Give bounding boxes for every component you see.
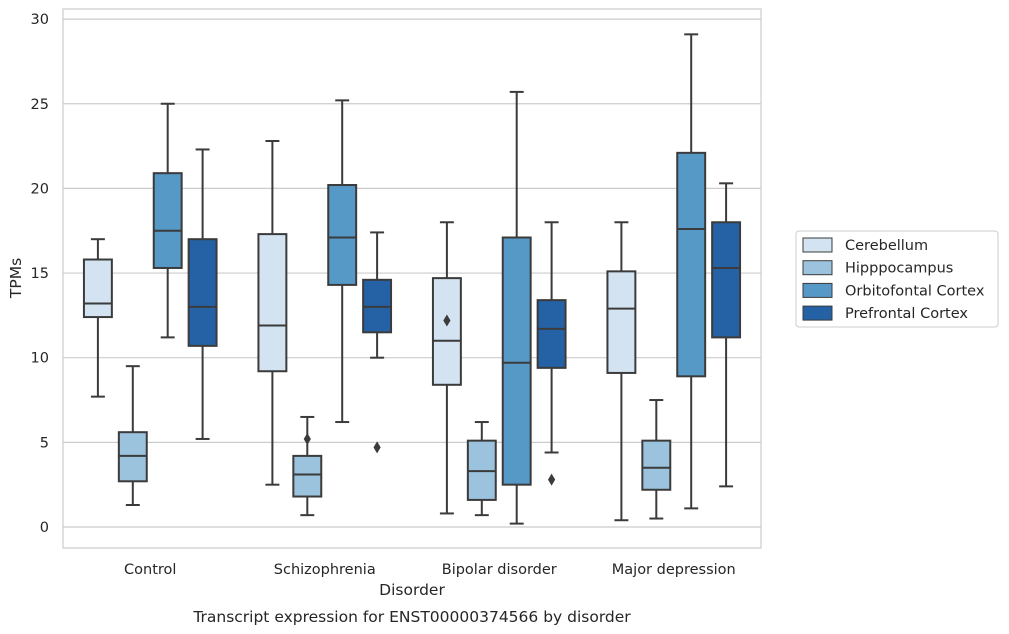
box-iqr	[536, 299, 567, 369]
box-hipppocampus-control	[117, 365, 148, 506]
legend-label: Cerebellum	[845, 238, 928, 254]
box-iqr	[606, 270, 637, 374]
box-iqr	[292, 454, 323, 498]
box-orbitofontal-cortex-control	[152, 102, 183, 339]
y-tick-label: 20	[31, 181, 49, 197]
legend-swatch	[802, 260, 833, 276]
legend-swatch	[802, 237, 833, 253]
legend-label: Prefrontal Cortex	[845, 306, 968, 322]
y-tick-label: 25	[31, 97, 49, 113]
box-series	[82, 33, 742, 525]
box-orbitofontal-cortex-bipolar-disorder	[501, 90, 532, 525]
series-hipppocampus	[117, 365, 672, 520]
legend-label: Hipppocampus	[845, 261, 953, 277]
box-iqr	[501, 236, 532, 486]
box-iqr	[327, 184, 358, 286]
legend-swatch	[802, 305, 833, 321]
legend: Cerebellum Hipppocampus Orbitofontal Corte…	[795, 230, 999, 328]
box-prefrontal-cortex-bipolar-disorder	[536, 221, 567, 486]
box-hipppocampus-bipolar-disorder	[466, 421, 497, 517]
x-tick-labels: Control Schizophrenia Bipolar disorder Majo…	[124, 562, 736, 578]
y-tick-labels: 0 5 10 15 20 25 30	[31, 12, 49, 536]
y-tick-label: 0	[40, 520, 49, 536]
outlier-point	[443, 314, 451, 327]
box-hipppocampus-schizophrenia	[292, 415, 323, 517]
outlier-point	[373, 441, 381, 454]
box-iqr	[676, 151, 707, 378]
y-tick-label: 15	[31, 266, 49, 282]
box-iqr	[711, 221, 742, 339]
box-orbitofontal-cortex-major-depression	[676, 33, 707, 510]
box-iqr	[257, 233, 288, 373]
legend-swatch	[802, 282, 833, 298]
legend-label: Orbitofontal Cortex	[845, 283, 985, 299]
y-axis-title: TPMs	[7, 258, 25, 299]
box-hipppocampus-major-depression	[641, 399, 672, 520]
box-cerebellum-major-depression	[606, 221, 637, 522]
legend-frame	[795, 230, 999, 328]
box-prefrontal-cortex-schizophrenia	[362, 231, 393, 454]
y-tick-label: 10	[31, 351, 49, 367]
box-iqr	[82, 258, 113, 319]
x-tick-label: Major depression	[612, 562, 736, 578]
box-iqr	[152, 172, 183, 269]
legend-item-cerebellum: Cerebellum	[802, 237, 928, 254]
legend-item-hipppocampus: Hipppocampus	[802, 260, 953, 277]
series-cerebellum	[82, 139, 637, 522]
box-iqr	[187, 238, 218, 347]
box-cerebellum-schizophrenia	[257, 139, 288, 486]
x-tick-label: Control	[124, 562, 176, 578]
box-cerebellum-bipolar-disorder	[431, 221, 462, 515]
box-iqr	[641, 439, 672, 491]
x-tick-label: Schizophrenia	[274, 562, 376, 578]
figure-caption: Transcript expression for ENST0000037456…	[192, 608, 631, 626]
box-orbitofontal-cortex-schizophrenia	[327, 99, 358, 424]
outlier-point	[303, 432, 311, 445]
series-prefrontal-cortex	[187, 148, 742, 488]
x-tick-label: Bipolar disorder	[442, 562, 557, 578]
y-tick-label: 5	[40, 435, 49, 451]
x-axis-title: Disorder	[379, 581, 445, 599]
legend-item-prefrontal-cortex: Prefrontal Cortex	[802, 305, 968, 322]
outlier-point	[548, 473, 556, 486]
box-iqr	[431, 277, 462, 386]
legend-item-orbitofontal-cortex: Orbitofontal Cortex	[802, 282, 985, 299]
box-prefrontal-cortex-control	[187, 148, 218, 440]
y-tick-label: 30	[31, 12, 49, 28]
box-prefrontal-cortex-major-depression	[711, 182, 742, 488]
box-cerebellum-control	[82, 238, 113, 398]
series-orbitofontal-cortex	[152, 33, 707, 525]
